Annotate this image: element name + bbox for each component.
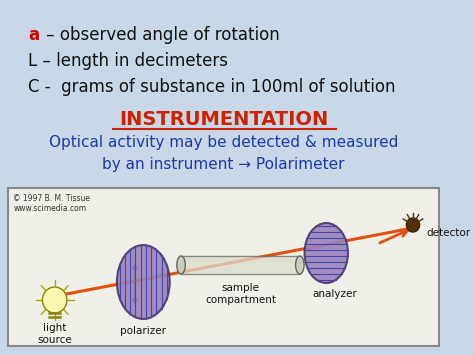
Text: L – length in decimeters: L – length in decimeters: [28, 52, 228, 70]
Text: polarizer: polarizer: [120, 326, 166, 336]
Text: Optical activity may be detected & measured: Optical activity may be detected & measu…: [49, 135, 398, 150]
Ellipse shape: [305, 223, 348, 283]
Text: light
source: light source: [37, 323, 72, 345]
Text: by an instrument → Polarimeter: by an instrument → Polarimeter: [102, 157, 345, 172]
Text: © 1997 B. M. Tissue
www.scimedia.com: © 1997 B. M. Tissue www.scimedia.com: [13, 194, 90, 213]
Text: a: a: [28, 26, 39, 44]
Text: – observed angle of rotation: – observed angle of rotation: [41, 26, 279, 44]
FancyBboxPatch shape: [8, 188, 439, 346]
Text: detector: detector: [426, 228, 470, 238]
Ellipse shape: [296, 256, 304, 274]
Text: INSTRUMENTATION: INSTRUMENTATION: [119, 110, 328, 129]
Text: C -  grams of substance in 100ml of solution: C - grams of substance in 100ml of solut…: [28, 78, 396, 96]
Ellipse shape: [117, 245, 170, 319]
Ellipse shape: [177, 256, 185, 274]
FancyBboxPatch shape: [181, 256, 300, 274]
Text: sample
compartment: sample compartment: [205, 283, 276, 305]
Text: analyzer: analyzer: [312, 289, 357, 299]
Circle shape: [406, 218, 419, 232]
Circle shape: [43, 287, 67, 313]
